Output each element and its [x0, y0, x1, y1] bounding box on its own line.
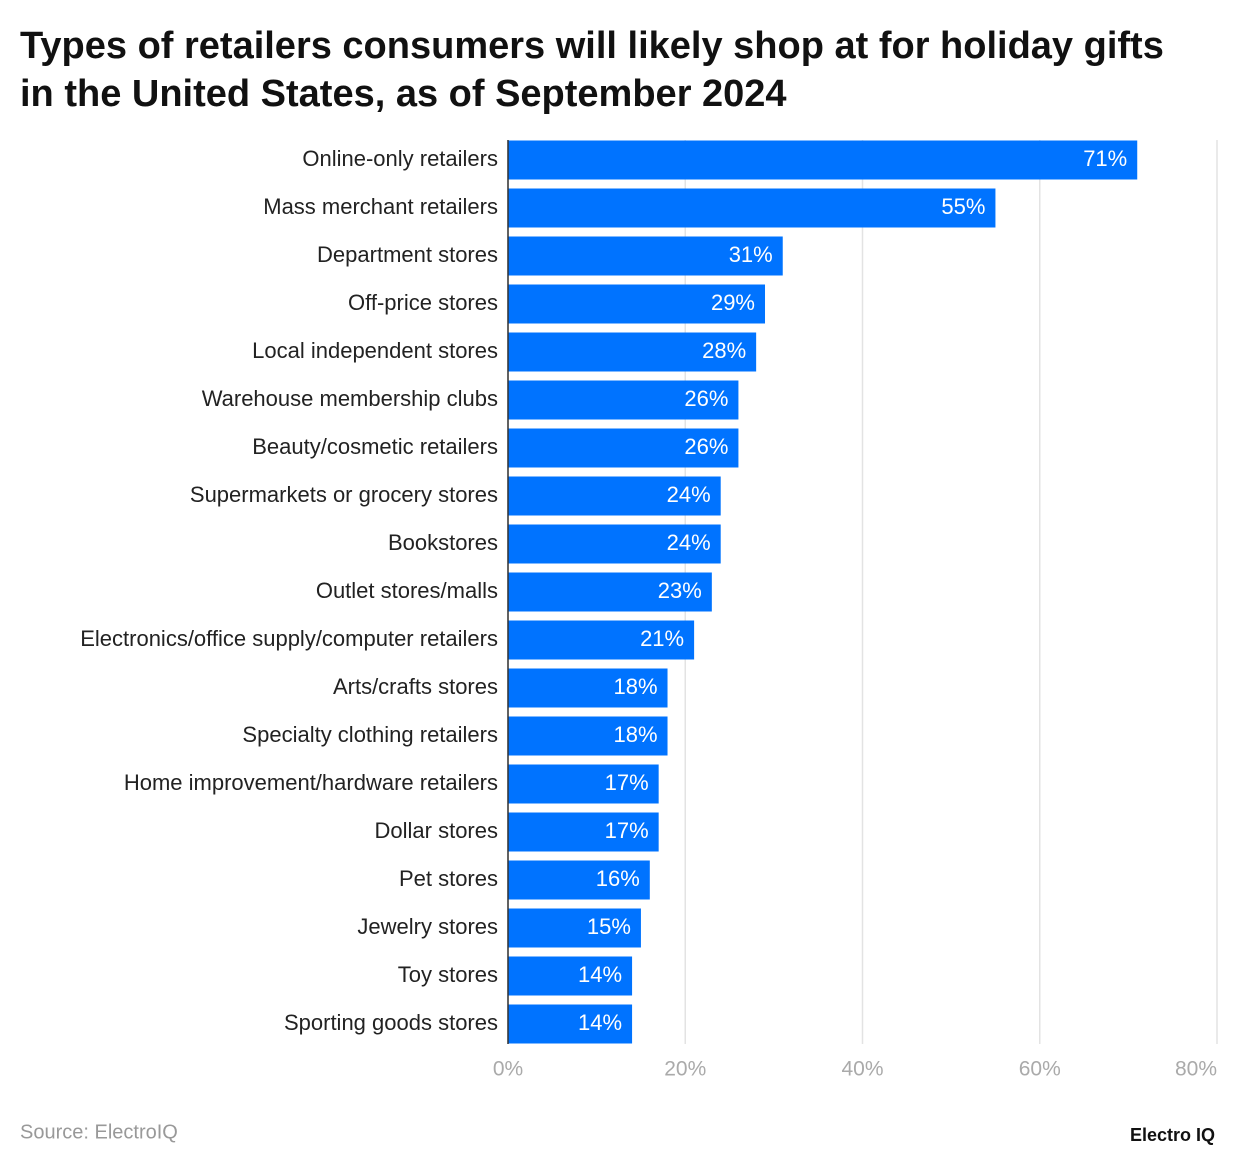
- y-tick-label: Online-only retailers: [302, 146, 498, 171]
- value-label: 55%: [941, 194, 985, 219]
- x-tick-label: 80%: [1175, 1058, 1217, 1081]
- bar: [508, 956, 633, 996]
- value-label: 26%: [684, 434, 728, 459]
- value-label: 18%: [613, 674, 657, 699]
- bar: [508, 764, 659, 804]
- y-tick-label: Electronics/office supply/computer retai…: [80, 626, 498, 651]
- value-label: 21%: [640, 626, 684, 651]
- value-label: 24%: [667, 530, 711, 555]
- value-label: 26%: [684, 386, 728, 411]
- bar: [508, 140, 1138, 180]
- bar: [508, 332, 757, 372]
- bar: [508, 428, 739, 468]
- value-label: 17%: [605, 818, 649, 843]
- value-label: 23%: [658, 578, 702, 603]
- y-tick-label: Specialty clothing retailers: [242, 722, 498, 747]
- bar: [508, 572, 712, 612]
- y-tick-label: Arts/crafts stores: [333, 674, 498, 699]
- y-tick-label: Off-price stores: [348, 290, 498, 315]
- value-label: 16%: [596, 866, 640, 891]
- y-tick-label: Toy stores: [398, 962, 498, 987]
- bar: [508, 620, 695, 660]
- source: Source: ElectroIQ: [20, 1121, 178, 1143]
- bar: [508, 716, 668, 756]
- logo: Electro IQ: [1130, 1125, 1215, 1145]
- bar: [508, 524, 721, 564]
- bar: [508, 284, 766, 324]
- value-label: 18%: [613, 722, 657, 747]
- value-label: 31%: [729, 242, 773, 267]
- y-tick-label: Pet stores: [399, 866, 498, 891]
- y-tick-label: Home improvement/hardware retailers: [124, 770, 498, 795]
- bar: [508, 236, 783, 276]
- bar: [508, 860, 650, 900]
- value-label: 29%: [711, 290, 755, 315]
- y-tick-label: Beauty/cosmetic retailers: [252, 434, 498, 459]
- y-tick-label: Outlet stores/malls: [316, 578, 498, 603]
- y-tick-label: Local independent stores: [252, 338, 498, 363]
- value-label: 14%: [578, 962, 622, 987]
- y-tick-label: Sporting goods stores: [284, 1010, 498, 1035]
- y-tick-label: Mass merchant retailers: [263, 194, 498, 219]
- y-tick-label: Warehouse membership clubs: [202, 386, 498, 411]
- y-tick-label: Jewelry stores: [357, 914, 498, 939]
- y-tick-label: Bookstores: [388, 530, 498, 555]
- x-tick-label: 60%: [1019, 1058, 1061, 1081]
- bar: [508, 476, 721, 516]
- y-tick-label: Supermarkets or grocery stores: [190, 482, 498, 507]
- chart-title: Types of retailers consumers will likely…: [20, 25, 1164, 115]
- x-tick-label: 20%: [664, 1058, 706, 1081]
- value-label: 17%: [605, 770, 649, 795]
- bar: [508, 812, 659, 852]
- value-label: 71%: [1083, 146, 1127, 171]
- y-tick-label: Department stores: [317, 242, 498, 267]
- y-tick-label: Dollar stores: [375, 818, 498, 843]
- bar: [508, 380, 739, 420]
- x-tick-label: 40%: [841, 1058, 883, 1081]
- value-label: 24%: [667, 482, 711, 507]
- x-tick-label: 0%: [493, 1058, 523, 1081]
- value-label: 28%: [702, 338, 746, 363]
- bar: [508, 908, 641, 948]
- value-label: 15%: [587, 914, 631, 939]
- value-label: 14%: [578, 1010, 622, 1035]
- bar: [508, 188, 996, 228]
- bar: [508, 1004, 633, 1044]
- bar: [508, 668, 668, 708]
